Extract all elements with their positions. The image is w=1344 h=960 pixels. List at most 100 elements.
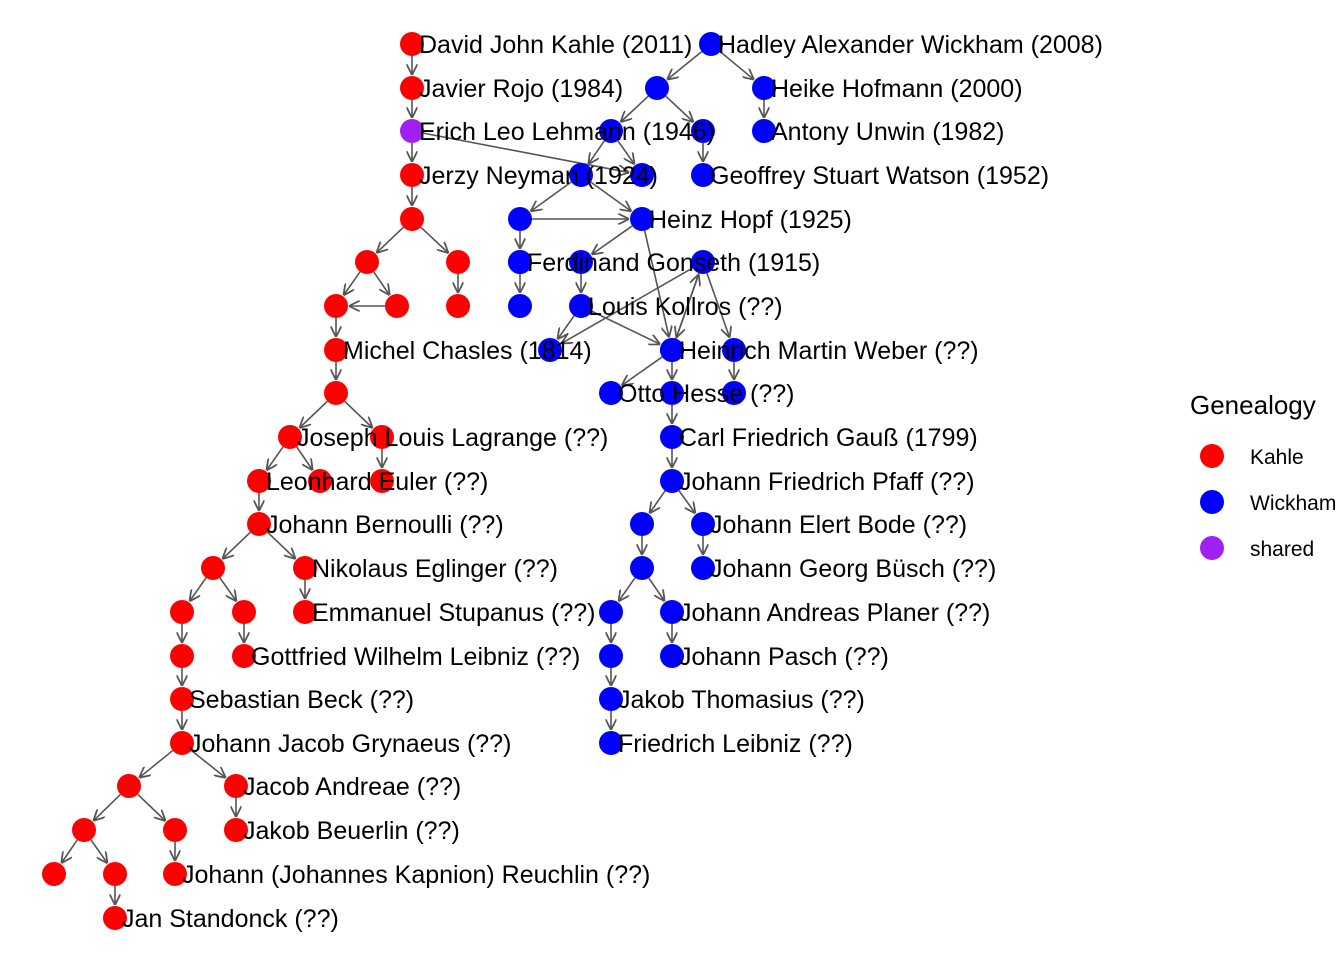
edge-grynaeus-andreae <box>190 749 225 777</box>
node-k9 <box>324 381 348 405</box>
edge-w7c-weber <box>676 273 700 337</box>
node-unwin <box>752 119 776 143</box>
node-w13a <box>630 556 654 580</box>
node-label-wickham: Hadley Alexander Wickham (2008) <box>718 31 1103 59</box>
node-k7c <box>446 294 470 318</box>
edge-k9-k10b <box>344 400 373 428</box>
node-k15a <box>170 644 194 668</box>
edge-w3a-w4b <box>617 140 635 165</box>
node-w3b <box>691 119 715 143</box>
edge-w2a-w3a <box>620 95 649 122</box>
edge-k18a-k19b <box>137 793 166 821</box>
legend-key-shared <box>1200 536 1224 560</box>
node-stupanus <box>293 600 317 624</box>
node-k13a <box>201 556 225 580</box>
node-label-lagrange: Joseph Louis Lagrange (??) <box>297 424 608 452</box>
edge-w4a-hopf <box>590 181 632 211</box>
node-standonck <box>103 906 127 930</box>
node-label-andreae: Jacob Andreae (??) <box>243 773 461 801</box>
edge-w7c-w8a <box>561 267 693 344</box>
node-label-leibnizgw: Gottfried Wilhelm Leibniz (??) <box>251 643 580 671</box>
node-label-planer: Johann Andreas Planer (??) <box>679 599 990 627</box>
node-lehmann <box>400 119 424 143</box>
node-label-lehmann: Erich Leo Lehmann (1946) <box>419 118 715 146</box>
node-label-hopf: Heinz Hopf (1925) <box>649 206 852 234</box>
edge-k5-k6a <box>376 226 404 253</box>
node-chasles <box>324 338 348 362</box>
edge-k5-k6b <box>420 226 449 253</box>
node-k14a <box>170 600 194 624</box>
node-gauss <box>660 425 684 449</box>
node-label-bernoulli: Johann Bernoulli (??) <box>266 511 504 539</box>
legend: Genealogy Kahle Wickham shared <box>1190 390 1336 561</box>
edge-w8b-hesse <box>622 356 663 386</box>
node-lagrange <box>278 425 302 449</box>
node-label-standonck: Jan Standonck (??) <box>122 905 339 933</box>
node-label-grynaeus: Johann Jacob Grynaeus (??) <box>189 730 511 758</box>
node-grynaeus <box>170 731 194 755</box>
edge-w7c-w8d <box>706 273 730 337</box>
edge-lagrange-k11b <box>296 446 313 470</box>
node-label-neyman: Jerzy Neyman (1924) <box>419 162 658 190</box>
node-w4a <box>569 163 593 187</box>
edge-hopf-w8b <box>643 230 669 338</box>
node-hopf <box>630 207 654 231</box>
edge-k6a-k7a <box>343 271 361 296</box>
edge-lehmann-w4b <box>423 132 629 172</box>
edge-w3a-w4a <box>588 140 605 164</box>
node-label-bode: Johann Elert Bode (??) <box>710 511 967 539</box>
node-bernoulli <box>247 512 271 536</box>
node-k20b <box>103 862 127 886</box>
edge-lagrange-euler <box>266 446 284 471</box>
node-hofmann <box>752 76 776 100</box>
node-wickham <box>699 32 723 56</box>
legend-key-kahle <box>1200 444 1224 468</box>
edge-pfaff-bode <box>678 490 695 514</box>
node-w9c <box>722 381 746 405</box>
node-pfaff <box>660 469 684 493</box>
edge-k9-lagrange <box>299 400 328 428</box>
node-w7c <box>691 250 715 274</box>
node-label-pasch: Johann Pasch (??) <box>679 643 889 671</box>
edge-w4a-w5a <box>531 181 572 211</box>
node-label-leibnizf: Friedrich Leibniz (??) <box>618 730 853 758</box>
node-label-unwin: Antony Unwin (1982) <box>771 118 1004 146</box>
node-w9b <box>660 381 684 405</box>
node-w8d <box>722 338 746 362</box>
edge-kollros-w8a <box>557 315 575 340</box>
node-w6b <box>569 250 593 274</box>
edge-grynaeus-k18a <box>139 749 174 778</box>
node-w2a <box>645 76 669 100</box>
node-reuchlin <box>163 862 187 886</box>
node-label-busch: Johann Georg Büsch (??) <box>710 555 996 583</box>
node-k5 <box>400 207 424 231</box>
edge-bernoulli-k13a <box>222 531 251 559</box>
node-label-eglinger: Nikolaus Eglinger (??) <box>312 555 558 583</box>
edge-w2a-w3b <box>665 95 694 122</box>
node-beuerlin <box>224 818 248 842</box>
node-gonseth <box>508 250 532 274</box>
node-label-beuerlin: Jakob Beuerlin (??) <box>243 817 460 845</box>
node-neyman <box>400 163 424 187</box>
node-hesse <box>599 381 623 405</box>
node-w5a <box>508 207 532 231</box>
node-w14a <box>599 600 623 624</box>
edge-pfaff-w12a <box>649 490 666 513</box>
edge-kollros-w8b <box>591 310 660 344</box>
node-planer <box>660 600 684 624</box>
node-k10b <box>370 425 394 449</box>
edge-hopf-w6b <box>592 225 633 255</box>
node-busch <box>691 556 715 580</box>
node-label-pfaff: Johann Friedrich Pfaff (??) <box>679 468 975 496</box>
node-label-euler: Leonhard Euler (??) <box>266 468 488 496</box>
node-k7b <box>385 294 409 318</box>
node-w15a <box>599 644 623 668</box>
node-k14b <box>232 600 256 624</box>
edge-k13a-k14b <box>219 577 237 602</box>
edge-k19a-k20b <box>90 839 108 864</box>
node-rojo <box>400 76 424 100</box>
node-k20a <box>42 862 66 886</box>
legend-key-wickham <box>1200 490 1224 514</box>
node-eglinger <box>293 556 317 580</box>
